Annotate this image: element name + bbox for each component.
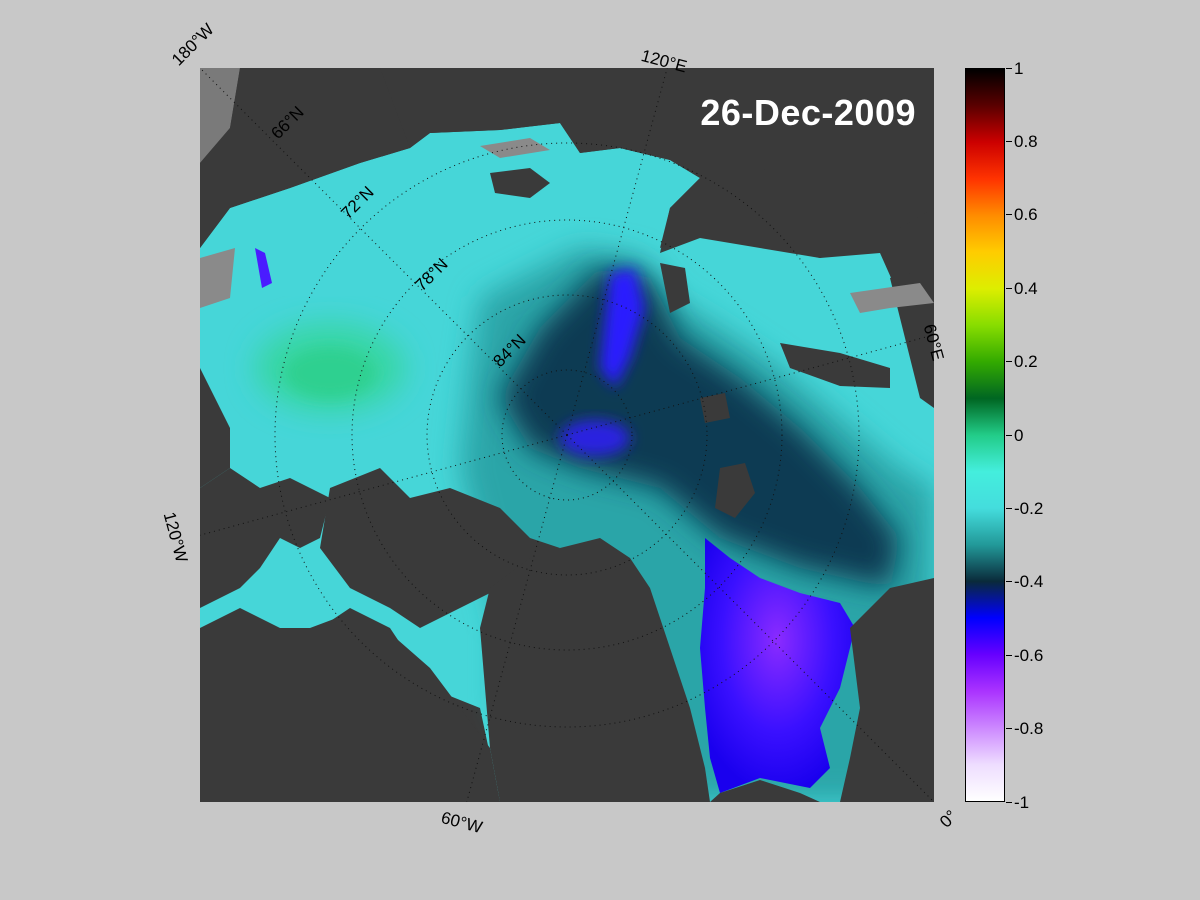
colorbar-tick-label: 0.4: [1014, 278, 1038, 298]
island-3: [700, 393, 730, 423]
colorbar-tick-label: -1: [1014, 792, 1030, 812]
iceland: [710, 780, 820, 802]
canada-mainland: [200, 468, 330, 608]
novaya-zemlya: [780, 343, 890, 388]
colorbar-tick: [1006, 581, 1012, 583]
greenland: [480, 538, 710, 802]
purple-region: [700, 538, 855, 793]
grey-patch-1: [200, 248, 235, 308]
blue-sliver: [255, 248, 272, 288]
colorbar-tick: [1006, 801, 1012, 803]
grey-patch-2: [480, 138, 550, 158]
lat-circle-78: [426, 294, 708, 576]
colorbar: [965, 68, 1005, 802]
colorbar-tick-label: -0.8: [1014, 719, 1044, 739]
colorbar-tick-label: 1: [1014, 58, 1024, 78]
island-2: [715, 463, 755, 518]
colorbar-tick-label: 0.2: [1014, 352, 1038, 372]
blue-patch: [560, 420, 630, 456]
sea-ice-map: 66°N 72°N 78°N 84°N 26-Dec-2009: [200, 68, 934, 802]
lat-circle-66: [274, 142, 860, 728]
colorbar-tick: [1006, 507, 1012, 509]
colorbar-tick-label: -0.6: [1014, 645, 1044, 665]
dark-central: [500, 268, 900, 588]
lon-label-0: 0°: [936, 806, 961, 832]
graticule: [200, 68, 934, 802]
colorbar-tick: [1006, 67, 1012, 69]
new-siberian-islands: [490, 168, 550, 198]
siberia: [380, 68, 934, 258]
date-label: 26-Dec-2009: [700, 92, 916, 133]
landmasses: [200, 68, 934, 802]
grey-coast-highlights: [200, 138, 934, 313]
colorbar-tick-label: -0.4: [1014, 572, 1044, 592]
severnaya-zemlya: [660, 263, 690, 313]
lat-circle-72: [351, 219, 783, 651]
colorbar-tick-label: 0.6: [1014, 205, 1038, 225]
green-core: [285, 348, 375, 398]
island-1: [755, 168, 790, 208]
blue-streak: [600, 268, 645, 388]
colorbar-tick: [1006, 654, 1012, 656]
colorbar-tick: [1006, 361, 1012, 363]
colorbar-tick: [1006, 728, 1012, 730]
lat-circle-84: [501, 369, 633, 501]
colorbar-tick: [1006, 287, 1012, 289]
colorbar-tick: [1006, 140, 1012, 142]
lon-label-120w: 120°W: [159, 510, 192, 565]
colorbar-tick-label: 0.8: [1014, 131, 1038, 151]
lon-label-180w: 180°W: [168, 19, 218, 70]
outside-domain: [200, 68, 240, 163]
map-canvas: 66°N 72°N 78°N 84°N: [200, 68, 934, 802]
colorbar-tick-label: 0: [1014, 425, 1024, 445]
colorbar-tick: [1006, 434, 1012, 436]
grey-patch-3: [850, 283, 934, 313]
norway: [840, 578, 934, 802]
colorbar-tick: [1006, 214, 1012, 216]
canada-south: [200, 608, 500, 802]
lon-label-60w: 60°W: [439, 808, 485, 838]
alaska: [200, 68, 410, 248]
colorbar-tick-label: -0.2: [1014, 498, 1044, 518]
